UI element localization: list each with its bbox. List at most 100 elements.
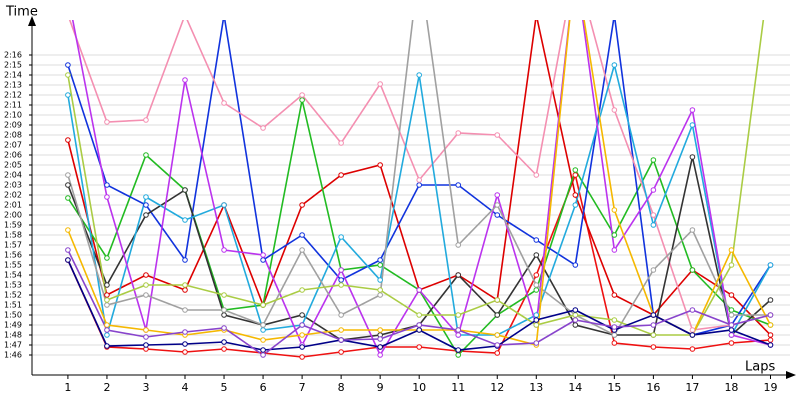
x-tick-label: 3	[142, 381, 149, 394]
point	[650, 267, 657, 273]
point	[338, 267, 344, 273]
x-tick-label: 11	[451, 381, 465, 394]
point	[533, 252, 540, 258]
point	[494, 132, 501, 138]
y-tick-label: 1:50	[4, 311, 22, 320]
point	[533, 272, 540, 278]
point	[689, 227, 696, 233]
point	[572, 307, 579, 313]
point	[767, 342, 774, 348]
point	[377, 287, 383, 293]
point	[494, 212, 501, 218]
point	[338, 327, 344, 333]
point	[182, 329, 188, 335]
point	[221, 307, 227, 313]
y-tick-label: 1:58	[4, 231, 22, 240]
point	[182, 217, 188, 223]
x-axis-title: Laps	[745, 360, 775, 375]
point	[143, 292, 149, 298]
y-tick-label: 2:14	[4, 71, 22, 80]
point	[767, 332, 774, 338]
point	[689, 327, 696, 333]
point	[104, 292, 110, 298]
point	[455, 352, 462, 358]
y-tick-label: 2:15	[4, 61, 22, 70]
point	[611, 62, 618, 68]
point	[221, 325, 227, 331]
x-axis-arrow	[786, 371, 796, 379]
x-tick-label: 15	[607, 381, 621, 394]
point	[182, 282, 188, 288]
y-tick-label: 2:08	[4, 131, 22, 140]
point	[728, 322, 735, 328]
point	[182, 341, 188, 347]
point	[689, 267, 696, 273]
point	[182, 287, 188, 293]
point	[260, 322, 266, 328]
point	[104, 302, 110, 308]
point	[650, 312, 657, 318]
x-tick-label: 9	[377, 381, 384, 394]
point	[143, 152, 149, 158]
point	[728, 307, 735, 313]
point	[377, 81, 383, 87]
y-tick-label: 2:06	[4, 151, 22, 160]
point	[182, 187, 188, 193]
point	[534, 13, 539, 18]
point	[572, 262, 579, 268]
point	[104, 194, 110, 200]
x-tick-label: 14	[568, 381, 582, 394]
y-tick-label: 1:55	[4, 261, 22, 270]
point	[455, 272, 462, 278]
x-tick-label: 4	[182, 381, 189, 394]
point	[260, 327, 266, 333]
point	[455, 347, 462, 353]
point	[611, 317, 618, 323]
point	[416, 322, 422, 328]
point	[728, 312, 735, 318]
point	[377, 277, 383, 283]
point	[416, 182, 422, 188]
y-tick-label: 1:53	[4, 281, 22, 290]
point	[650, 344, 657, 350]
point	[533, 312, 540, 318]
point	[455, 327, 462, 333]
y-tick-label: 1:51	[4, 301, 22, 310]
y-tick-label: 2:02	[4, 191, 22, 200]
point	[689, 307, 696, 313]
y-tick-label: 1:47	[4, 341, 22, 350]
point	[65, 172, 71, 178]
point	[104, 182, 110, 188]
point	[260, 257, 266, 263]
y-tick-label: 1:52	[4, 291, 22, 300]
point	[104, 343, 110, 349]
point	[299, 332, 305, 338]
point	[65, 227, 71, 233]
series-line	[67, 20, 772, 347]
point	[533, 237, 540, 243]
point	[650, 187, 657, 193]
y-tick-label: 2:07	[4, 141, 22, 150]
point	[65, 92, 71, 98]
point	[611, 107, 618, 113]
y-tick-label: 2:12	[4, 91, 22, 100]
point	[416, 177, 422, 183]
point	[260, 302, 266, 308]
point	[104, 255, 110, 261]
point	[143, 117, 149, 123]
point	[494, 332, 501, 338]
point	[299, 287, 305, 293]
y-tick-label: 2:11	[4, 101, 22, 110]
x-tick-label: 13	[529, 381, 543, 394]
x-tick-label: 5	[221, 381, 228, 394]
x-tick-label: 12	[490, 381, 504, 394]
point	[221, 346, 227, 352]
point	[221, 292, 227, 298]
point	[767, 312, 774, 318]
x-tick-label: 2	[103, 381, 110, 394]
point	[650, 322, 657, 328]
point	[650, 222, 657, 228]
point	[728, 327, 735, 333]
point	[455, 332, 462, 338]
point	[299, 92, 305, 98]
